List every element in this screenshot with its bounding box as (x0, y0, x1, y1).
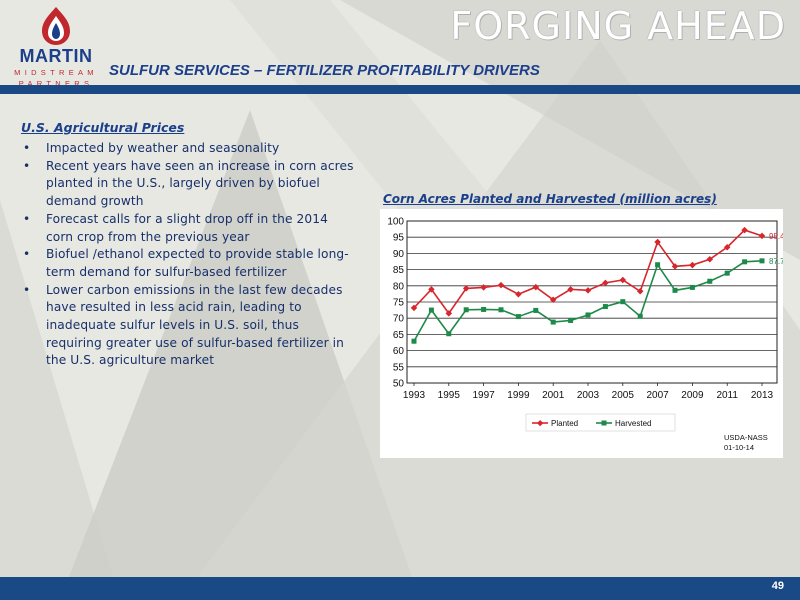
company-logo: MARTIN MIDSTREAM PARTNERS (14, 6, 98, 90)
data-point-harvested (655, 262, 661, 268)
slide-title: SULFUR SERVICES – FERTILIZER PROFITABILI… (109, 62, 540, 79)
legend-label: Harvested (615, 419, 651, 428)
bullet-item: Impacted by weather and seasonality (21, 140, 361, 158)
logo-subtitle-line1: MIDSTREAM (14, 68, 98, 77)
legend-label: Planted (551, 419, 578, 428)
x-tick-label: 1999 (507, 390, 530, 401)
y-tick-label: 65 (393, 330, 405, 341)
bullet-line: Lower carbon emissions in the last few d… (46, 282, 343, 297)
end-value-label: 87.7 (769, 257, 783, 266)
x-tick-label: 1997 (472, 390, 495, 401)
y-tick-label: 50 (393, 379, 405, 390)
bullet-item: Recent years have seen an increase in co… (21, 158, 361, 211)
logo-wordmark: MARTIN (19, 46, 93, 66)
section-heading: U.S. Agricultural Prices (21, 120, 185, 135)
source-note: USDA-NASS (724, 433, 768, 442)
data-point-harvested (481, 306, 487, 312)
data-point-harvested (411, 338, 417, 344)
data-point-harvested (759, 258, 765, 264)
y-tick-label: 55 (393, 362, 405, 373)
bullet-item: Biofuel /ethanol expected to provide sta… (21, 246, 361, 281)
bullet-line: demand growth (46, 194, 144, 209)
y-tick-label: 60 (393, 346, 405, 357)
data-point-harvested (533, 307, 539, 313)
bullet-line: have resulted in less acid rain, leading… (46, 300, 302, 315)
data-point-harvested (446, 331, 452, 337)
bullet-line: Biofuel /ethanol expected to provide sta… (46, 247, 349, 262)
data-point-harvested (602, 304, 608, 310)
data-point-harvested (672, 287, 678, 293)
x-tick-label: 1995 (438, 390, 461, 401)
bullet-line: Recent years have seen an increase in co… (46, 158, 354, 173)
data-point-harvested (550, 319, 556, 325)
y-tick-label: 90 (393, 249, 405, 260)
logo-subtitle-line2: PARTNERS (18, 79, 94, 88)
y-tick-label: 95 (393, 233, 405, 244)
x-tick-label: 2005 (612, 390, 635, 401)
end-value-label: 95.4 (769, 232, 783, 241)
data-point-planted (584, 287, 592, 294)
x-tick-label: 2009 (681, 390, 704, 401)
bullet-line: corn crop from the previous year (46, 229, 250, 244)
bullet-line: the U.S. agriculture market (46, 353, 215, 368)
data-point-harvested (428, 307, 434, 313)
data-point-harvested (689, 284, 695, 290)
data-point-harvested (585, 312, 591, 318)
bullet-line: requiring greater use of sulfur-based fe… (46, 335, 344, 350)
legend-marker (601, 420, 607, 426)
x-tick-label: 2011 (716, 390, 738, 401)
corn-acres-line-chart: 50 55 60 65 70 75 80 85 90 95 100 1993 1995 1997 1999 2… (387, 217, 783, 453)
data-point-harvested (620, 299, 626, 305)
y-tick-label: 70 (393, 314, 405, 325)
data-point-harvested (498, 307, 504, 313)
bullet-line: Impacted by weather and seasonality (46, 141, 280, 155)
chart-title: Corn Acres Planted and Harvested (millio… (383, 192, 717, 206)
bullet-item: Lower carbon emissions in the last few d… (21, 282, 361, 371)
data-point-harvested (707, 278, 713, 284)
bullet-line: Forecast calls for a slight drop off in … (46, 211, 328, 226)
data-point-planted (410, 304, 418, 312)
x-tick-label: 2001 (542, 390, 565, 401)
x-tick-label: 2003 (577, 390, 600, 401)
page-number: 49 (771, 580, 784, 592)
data-point-harvested (637, 313, 643, 319)
data-point-harvested (742, 259, 748, 265)
bullet-line: inadequate sulfur levels in U.S. soil, t… (46, 318, 299, 333)
y-tick-label: 80 (393, 281, 405, 292)
bullet-item: Forecast calls for a slight drop off in … (21, 211, 361, 246)
y-tick-label: 100 (387, 217, 404, 228)
data-point-harvested (515, 314, 521, 320)
source-date: 01-10-14 (724, 443, 754, 452)
x-tick-label: 2013 (751, 390, 774, 401)
y-tick-label: 85 (393, 265, 405, 276)
flame-icon (42, 7, 70, 45)
data-point-harvested (463, 307, 469, 313)
bullet-line: term demand for sulfur-based fertilizer (46, 264, 287, 279)
tagline: FORGING AHEAD (450, 4, 786, 48)
data-point-harvested (724, 270, 730, 276)
y-tick-label: 75 (393, 298, 405, 309)
footer-bar (0, 577, 800, 600)
data-point-planted (758, 232, 766, 240)
data-point-planted (445, 310, 453, 317)
bullet-line: planted in the U.S., largely driven by b… (46, 176, 320, 191)
data-point-harvested (568, 317, 574, 323)
title-divider-bar (0, 85, 800, 94)
x-tick-label: 1993 (403, 390, 426, 401)
bullet-list: Impacted by weather and seasonality Recen… (21, 140, 361, 370)
x-tick-label: 2007 (646, 390, 669, 401)
chart-panel: 50 55 60 65 70 75 80 85 90 95 100 1993 1995 1997 1999 2… (380, 209, 783, 458)
